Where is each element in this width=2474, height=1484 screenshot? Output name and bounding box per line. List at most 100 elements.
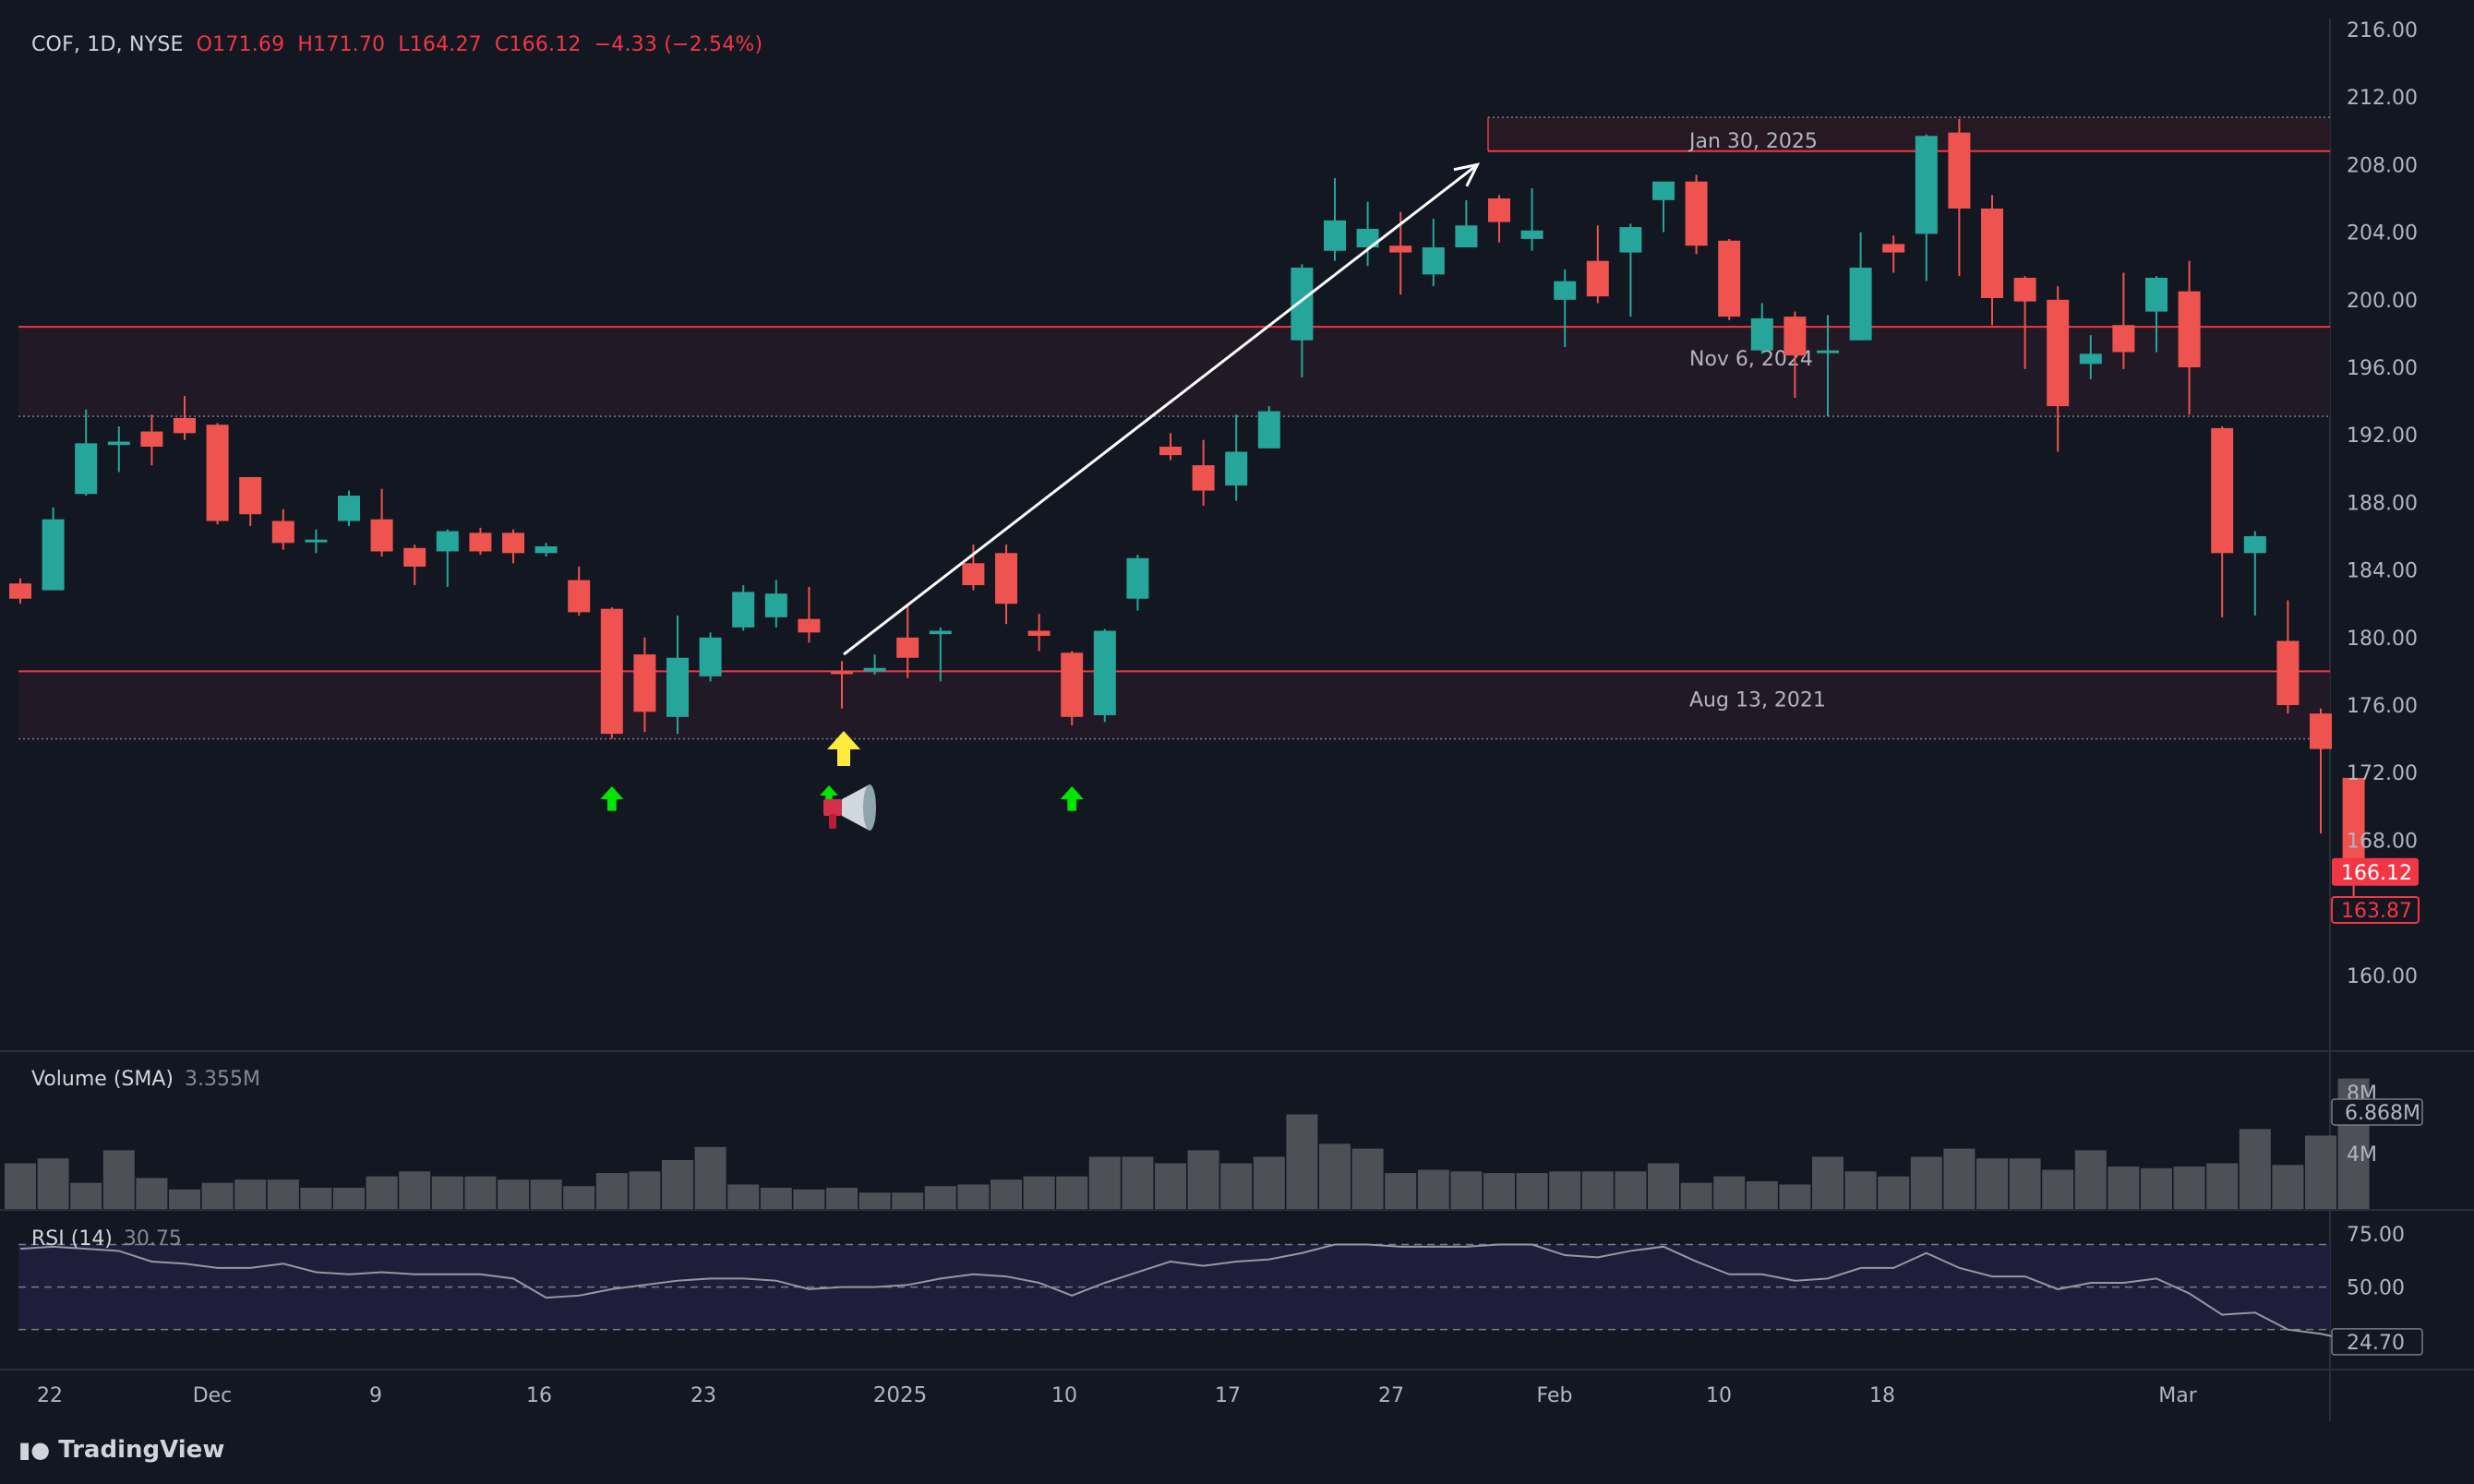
volume-bar (37, 1158, 69, 1209)
candle-body (600, 608, 623, 735)
volume-bar (2141, 1167, 2172, 1209)
candle-body (305, 539, 328, 543)
candle-body (1882, 244, 1905, 253)
price-tick: 184.00 (2347, 560, 2418, 583)
candle-body (2079, 353, 2102, 365)
price-tick: 192.00 (2347, 425, 2418, 448)
level-zone (18, 327, 2330, 417)
brand-name: TradingView (58, 1436, 225, 1464)
candle-body (1750, 317, 1773, 351)
megaphone-icon (823, 784, 876, 831)
candle-body (271, 521, 294, 544)
volume-bar (102, 1150, 135, 1209)
volume-bar (201, 1182, 234, 1209)
candle-body (469, 533, 492, 552)
candle-body (534, 545, 558, 554)
volume-bar (1779, 1184, 1811, 1209)
volume-bar (595, 1173, 628, 1209)
buy-signal-arrow (820, 785, 838, 805)
tradingview-logo[interactable]: ▮● TradingView (18, 1436, 224, 1464)
volume-bar (2239, 1129, 2271, 1209)
rsi-value: 30.75 (123, 1227, 182, 1251)
volume-bar (1713, 1176, 1746, 1209)
candle-body (2243, 536, 2266, 554)
volume-bar (2042, 1169, 2074, 1209)
level-label: Aug 13, 2021 (1689, 688, 1826, 712)
candle-body (1225, 451, 1248, 486)
volume-bar (1844, 1171, 1877, 1209)
volume-bar (760, 1188, 792, 1209)
candle-body (1488, 198, 1510, 222)
candle-body (1586, 260, 1609, 297)
candle-body (1849, 268, 1872, 341)
candle-body (798, 618, 821, 633)
price-tick: 196.00 (2347, 357, 2418, 380)
price-tick: 176.00 (2347, 695, 2418, 718)
volume-bar (1417, 1169, 1449, 1209)
time-tick: 9 (369, 1384, 382, 1407)
candle-body (831, 671, 853, 675)
time-tick: 27 (1378, 1384, 1404, 1407)
candle-body (863, 667, 886, 672)
time-tick: 10 (1051, 1384, 1077, 1407)
volume-bar (169, 1189, 200, 1209)
price-tick: 208.00 (2347, 154, 2418, 177)
candle-body (502, 533, 524, 554)
volume-bar (694, 1146, 727, 1209)
volume-bar (1910, 1156, 1942, 1209)
price-tick: 168.00 (2347, 830, 2418, 853)
price-tick: 204.00 (2347, 222, 2418, 245)
volume-current-label: 6.868M (2345, 1102, 2420, 1125)
volume-bar (2206, 1163, 2239, 1209)
rsi-legend[interactable]: RSI (14) 30.75 (31, 1227, 182, 1251)
volume-bar (333, 1188, 365, 1209)
high-value: H171.70 (297, 33, 386, 56)
candle-body (1948, 132, 1971, 209)
volume-bar (1319, 1143, 1351, 1209)
volume-bar (1483, 1173, 1515, 1209)
megaphone-cone (842, 784, 870, 831)
time-tick: 23 (691, 1384, 716, 1407)
candle-body (1159, 447, 1182, 456)
candle-body (2310, 713, 2332, 749)
candle-body (764, 593, 787, 617)
candle-body (140, 431, 163, 448)
time-tick: 10 (1706, 1384, 1732, 1407)
time-tick: Feb (1537, 1384, 1573, 1407)
rsi-tick: 75.00 (2347, 1224, 2405, 1247)
candle-body (2047, 299, 2070, 407)
buy-signal-arrow (600, 786, 624, 811)
candle-body (1619, 227, 1642, 253)
trend-arrow-head (1453, 162, 1481, 187)
low-value: L164.27 (398, 33, 482, 56)
candle-body (896, 637, 919, 658)
time-tick: Dec (193, 1384, 233, 1407)
volume-legend[interactable]: Volume (SMA) 3.355M (31, 1068, 260, 1091)
volume-bar (498, 1179, 529, 1209)
candle-body (436, 531, 459, 552)
candle-body (1027, 630, 1051, 636)
megaphone-mouth (863, 784, 876, 831)
time-tick: 22 (37, 1384, 63, 1407)
volume-bar (464, 1176, 497, 1209)
symbol-label[interactable]: COF, 1D, NYSE (31, 33, 184, 56)
symbol-header: COF, 1D, NYSE O171.69 H171.70 L164.27 C166.1… (31, 33, 775, 56)
candle-body (75, 443, 98, 495)
second-price-tag (2331, 895, 2420, 924)
volume-bar (2074, 1150, 2107, 1209)
second-price-label: 163.87 (2341, 900, 2412, 923)
candle-body (995, 553, 1017, 604)
volume-bar (1023, 1176, 1055, 1209)
price-tick: 188.00 (2347, 492, 2418, 515)
time-tick: Mar (2158, 1384, 2197, 1407)
candle-body (1455, 225, 1478, 248)
volume-bar (629, 1171, 661, 1209)
volume-bar (1450, 1171, 1483, 1209)
candle-body (2211, 427, 2234, 554)
candle-body (1817, 350, 1839, 353)
volume-bar (1155, 1163, 1186, 1209)
volume-bar (2272, 1165, 2304, 1209)
volume-label: Volume (SMA) (31, 1068, 174, 1091)
megaphone-body (823, 799, 842, 816)
